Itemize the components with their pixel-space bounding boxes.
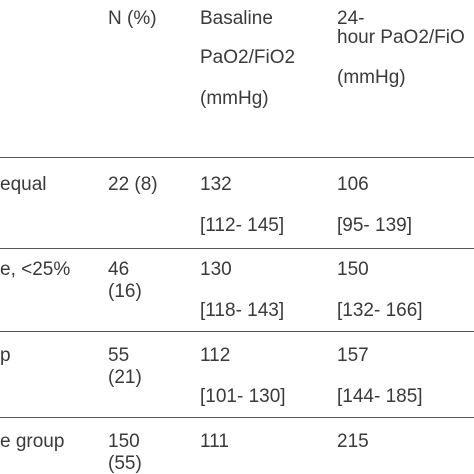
row-24h-median: 215 bbox=[337, 431, 369, 452]
row-divider bbox=[0, 331, 474, 332]
row-label: p bbox=[0, 345, 11, 366]
header-baseline-line1: Basaline bbox=[200, 8, 273, 29]
row-divider bbox=[0, 417, 474, 418]
row-baseline-iqr: [112- 145] bbox=[200, 215, 285, 236]
row-baseline-iqr: [101- 130] bbox=[200, 386, 286, 407]
row-label: equal bbox=[0, 174, 47, 195]
row-n-line1: 22 (8) bbox=[108, 174, 158, 195]
row-divider bbox=[0, 248, 474, 249]
row-n-line2: (16) bbox=[108, 281, 142, 302]
header-24h-line3: (mmHg) bbox=[337, 67, 406, 88]
header-24h-line2: hour PaO2/FiO bbox=[337, 27, 465, 48]
header-n-percent: N (%) bbox=[108, 8, 157, 29]
row-24h-iqr: [144- 185] bbox=[337, 386, 423, 407]
row-baseline-median: 112 bbox=[200, 345, 231, 366]
row-24h-median: 157 bbox=[337, 345, 369, 366]
row-24h-median: 150 bbox=[337, 259, 369, 280]
row-n-line2: (21) bbox=[108, 367, 142, 388]
row-24h-iqr: [132- 166] bbox=[337, 300, 423, 321]
header-24h-line1: 24- bbox=[337, 8, 365, 29]
header-divider bbox=[0, 157, 474, 158]
row-24h-median: 106 bbox=[337, 174, 369, 195]
row-baseline-median: 130 bbox=[200, 259, 232, 280]
row-label: e, <25% bbox=[0, 259, 71, 280]
header-baseline-line2: PaO2/FiO2 bbox=[200, 47, 296, 68]
row-label: e group bbox=[0, 431, 65, 452]
row-n-line1: 150 bbox=[108, 431, 140, 452]
row-n-line1: 55 bbox=[108, 345, 130, 366]
row-baseline-median: 132 bbox=[200, 174, 232, 195]
row-baseline-median: 111 bbox=[200, 431, 229, 452]
row-baseline-iqr: [118- 143] bbox=[200, 300, 285, 321]
header-baseline-line3: (mmHg) bbox=[200, 88, 269, 109]
row-24h-iqr: [95- 139] bbox=[337, 215, 412, 236]
row-n-line2: (55) bbox=[108, 453, 142, 474]
row-n-line1: 46 bbox=[108, 259, 130, 280]
